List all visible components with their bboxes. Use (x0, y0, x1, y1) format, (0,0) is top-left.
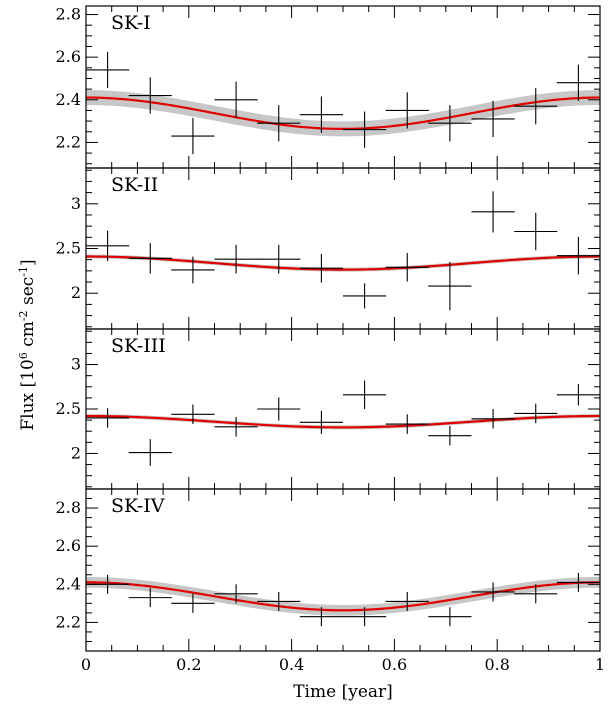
x-tick-label: 1 (595, 655, 605, 674)
y-axis-title: Flux [106 cm-2 sec-1] (17, 259, 39, 430)
y-tick-label: 2.4 (56, 574, 81, 593)
data-point-6 (299, 607, 343, 627)
data-point-10 (471, 100, 515, 138)
data-point-1 (86, 230, 130, 262)
panel-3: 2 2.5 3 SK-III (56, 328, 601, 490)
panel-frame (85, 167, 601, 330)
panel-frame (85, 5, 601, 169)
y-tick-label: 3 (71, 194, 81, 213)
data-point-11 (514, 88, 558, 125)
data-point-1 (86, 51, 130, 89)
x-tick-label: 0.4 (279, 655, 304, 674)
data-point-2 (128, 588, 172, 608)
data-point-8 (385, 591, 429, 611)
panel-1: 2.2 2.4 2.6 2.8 SK-I (56, 5, 601, 169)
data-point-7 (343, 283, 387, 309)
y-tick-label: 2.5 (56, 239, 81, 258)
data-point-5 (257, 105, 301, 142)
data-point-9 (428, 261, 472, 311)
x-tick-label: 0.8 (484, 655, 509, 674)
y-tick-label: 2.4 (56, 90, 81, 109)
x-tick-label: 0 (81, 655, 91, 674)
y-tick-label: 3 (71, 355, 81, 374)
data-point-8 (385, 252, 429, 282)
data-point-12 (556, 572, 600, 592)
y-tick-label: 2.5 (56, 399, 81, 418)
panel-label: SK-IV (111, 495, 165, 517)
data-point-9 (428, 105, 472, 142)
y-tick-label: 2.2 (56, 612, 81, 631)
data-point-3 (171, 404, 215, 425)
x-tick-label: 0.2 (176, 655, 201, 674)
data-point-4 (214, 244, 258, 274)
panel-plot-area (86, 51, 600, 155)
model-curve (86, 581, 600, 612)
model-uncertainty-band (86, 576, 600, 616)
data-point-12 (556, 236, 600, 275)
data-point-10 (471, 582, 515, 602)
y-tick-label: 2.8 (56, 5, 81, 24)
panel-label: SK-III (111, 335, 166, 357)
panel-plot-area (86, 191, 600, 311)
data-point-12 (556, 384, 600, 406)
data-point-6 (299, 410, 343, 434)
data-point-9 (428, 425, 472, 446)
data-point-6 (299, 253, 343, 283)
panel-plot-area (86, 380, 600, 466)
y-tick-label: 2.6 (56, 536, 81, 555)
y-tick-label: 2.6 (56, 47, 81, 66)
data-point-4 (214, 584, 258, 604)
data-point-2 (128, 243, 172, 274)
data-point-6 (299, 96, 343, 133)
panel-2: 2 2.5 3 SK-II (56, 167, 601, 330)
panel-plot-area (86, 572, 600, 627)
x-axis-title: Time [year] (293, 682, 393, 702)
data-point-7 (343, 380, 387, 409)
data-point-4 (214, 417, 258, 437)
panels: 2.2 2.4 2.6 2.8 SK-I 2 2.5 3 SK-II 2 2.5 3 SK-III 2.2… (56, 5, 606, 674)
data-point-9 (428, 607, 472, 627)
data-point-11 (514, 212, 558, 251)
data-point-11 (514, 584, 558, 604)
data-point-5 (257, 244, 301, 274)
data-point-8 (385, 414, 429, 434)
panel-label: SK-I (111, 12, 151, 34)
data-point-5 (257, 591, 301, 611)
data-point-8 (385, 92, 429, 129)
data-point-7 (343, 111, 387, 148)
data-point-2 (128, 439, 172, 466)
data-point-3 (171, 593, 215, 613)
data-point-11 (514, 403, 558, 424)
y-tick-label: 2 (71, 443, 81, 462)
panel-label: SK-II (111, 174, 158, 196)
data-point-2 (128, 77, 172, 114)
y-tick-label: 2.8 (56, 498, 81, 517)
data-point-1 (86, 408, 130, 428)
data-point-3 (171, 256, 215, 284)
model-uncertainty-band (86, 90, 600, 137)
data-point-3 (171, 117, 215, 155)
y-tick-label: 2 (71, 283, 81, 302)
data-point-4 (214, 81, 258, 118)
y-tick-label: 2.2 (56, 132, 81, 151)
x-tick-label: 0.6 (382, 655, 407, 674)
data-point-10 (471, 191, 515, 233)
data-point-7 (343, 607, 387, 627)
panel-4: 2.2 2.4 2.6 2.8 0 0.2 0.4 0.6 0.8 1 SK-IV (56, 488, 605, 674)
data-point-5 (257, 397, 301, 421)
model-curve (86, 96, 600, 130)
data-point-10 (471, 409, 515, 429)
data-point-12 (556, 64, 600, 101)
model-curve (86, 255, 600, 271)
